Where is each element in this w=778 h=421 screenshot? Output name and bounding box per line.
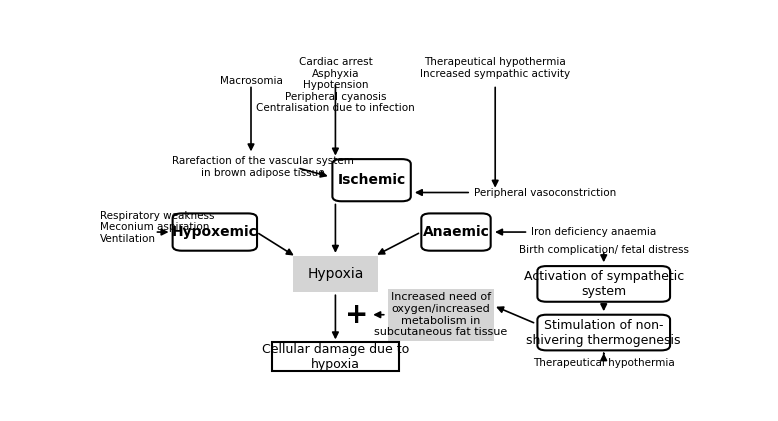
Text: Activation of sympathetic
system: Activation of sympathetic system — [524, 270, 684, 298]
Text: Increased need of
oxygen/increased
metabolism in
subcutaneous fat tissue: Increased need of oxygen/increased metab… — [374, 292, 507, 337]
Text: Rarefaction of the vascular system
in brown adipose tissue: Rarefaction of the vascular system in br… — [172, 157, 354, 178]
Text: Stimulation of non-
shivering thermogenesis: Stimulation of non- shivering thermogene… — [527, 319, 681, 346]
Text: +: + — [345, 301, 368, 329]
FancyBboxPatch shape — [538, 315, 670, 350]
Text: Therapeutical hypothermia: Therapeutical hypothermia — [533, 358, 675, 368]
Text: Ischemic: Ischemic — [338, 173, 405, 187]
FancyBboxPatch shape — [422, 213, 491, 250]
Text: Hypoxemic: Hypoxemic — [172, 225, 258, 239]
FancyBboxPatch shape — [388, 289, 494, 341]
Text: Birth complication/ fetal distress: Birth complication/ fetal distress — [519, 245, 689, 255]
Text: Iron deficiency anaemia: Iron deficiency anaemia — [531, 227, 657, 237]
FancyBboxPatch shape — [293, 256, 377, 292]
FancyBboxPatch shape — [173, 213, 257, 250]
Text: Cardiac arrest
Asphyxia
Hypotension
Peripheral cyanosis
Centralisation due to in: Cardiac arrest Asphyxia Hypotension Peri… — [256, 57, 415, 113]
FancyBboxPatch shape — [332, 159, 411, 201]
FancyBboxPatch shape — [538, 266, 670, 302]
FancyBboxPatch shape — [272, 342, 398, 371]
Text: Respiratory weakness
Meconium aspiration
Ventilation: Respiratory weakness Meconium aspiration… — [100, 210, 215, 244]
Text: Therapeutical hypothermia
Increased sympathic activity: Therapeutical hypothermia Increased symp… — [420, 57, 570, 79]
Text: Hypoxia: Hypoxia — [307, 267, 363, 281]
Text: Cellular damage due to
hypoxia: Cellular damage due to hypoxia — [261, 343, 409, 371]
Text: Macrosomia: Macrosomia — [219, 77, 282, 86]
Text: Anaemic: Anaemic — [422, 225, 489, 239]
Text: Peripheral vasoconstriction: Peripheral vasoconstriction — [474, 188, 616, 198]
